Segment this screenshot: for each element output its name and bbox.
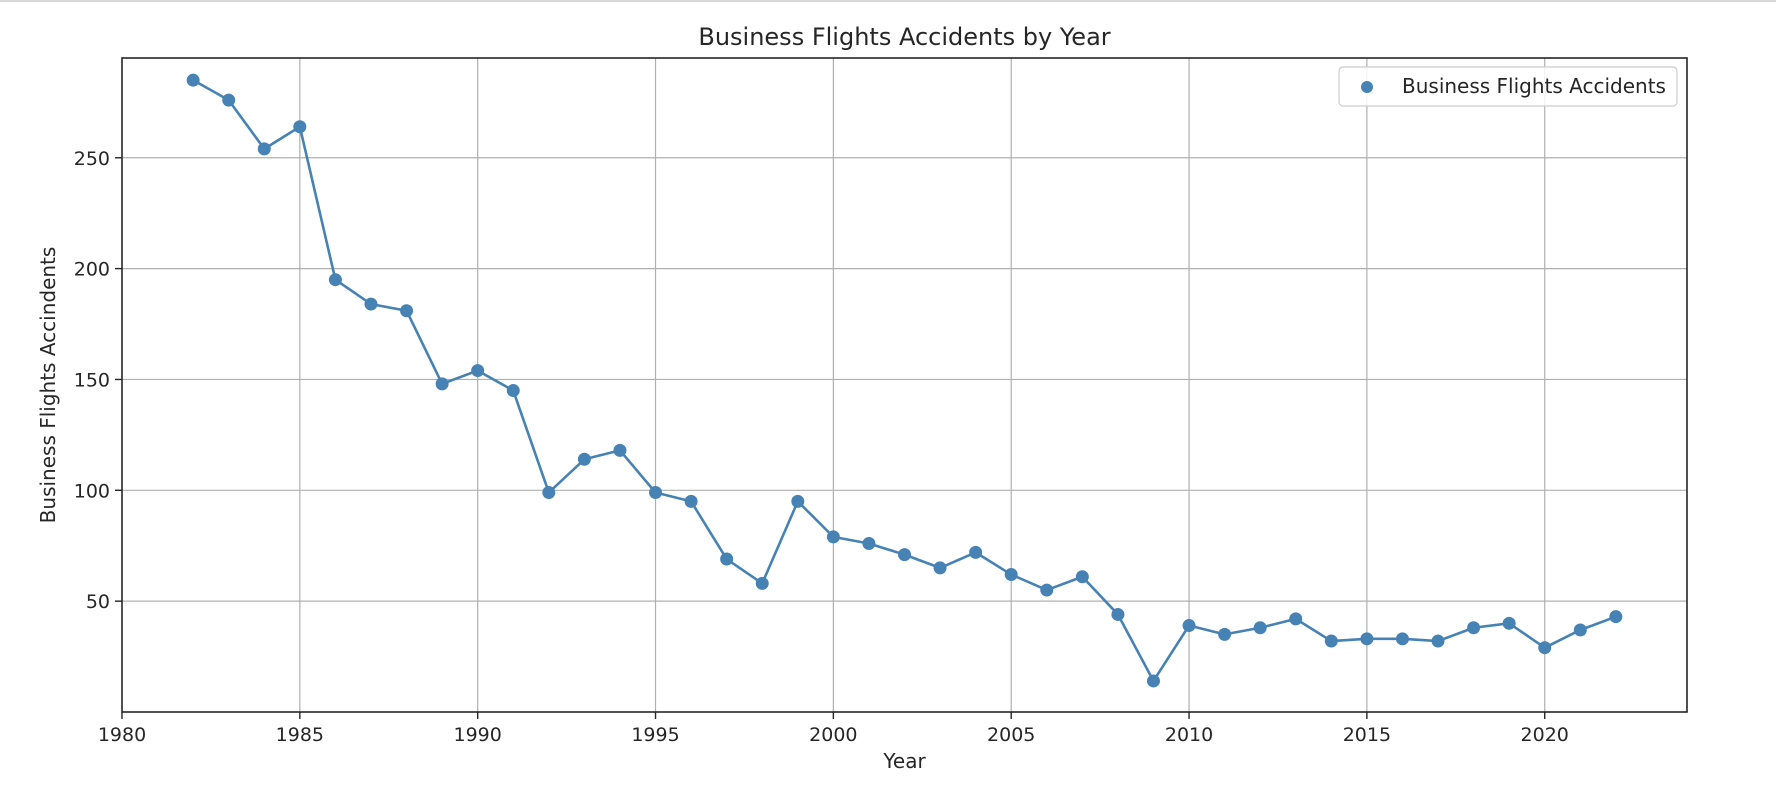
data-point <box>1609 610 1623 624</box>
legend-box <box>1338 66 1678 107</box>
legend: Business Flights Accidents <box>1338 66 1678 107</box>
data-point <box>862 537 876 551</box>
data-point <box>257 142 271 156</box>
data-point <box>969 545 983 559</box>
data-point <box>1431 634 1445 648</box>
y-tick-label: 150 <box>74 369 110 391</box>
data-point <box>1395 632 1409 646</box>
data-point <box>684 494 698 508</box>
legend-marker <box>1361 81 1373 93</box>
data-point <box>328 273 342 287</box>
data-point <box>1324 634 1338 648</box>
data-point <box>186 73 200 87</box>
series-line <box>192 79 1617 683</box>
data-point <box>364 297 378 311</box>
grid-lines <box>122 58 1687 712</box>
x-tick-label: 2010 <box>1165 724 1213 746</box>
data-point <box>1218 627 1232 641</box>
data-point <box>898 548 911 562</box>
x-tick-label: 2000 <box>809 724 857 746</box>
legend-label: Business Flights Accidents <box>1402 74 1666 98</box>
data-point <box>720 552 734 566</box>
data-point <box>1111 607 1125 621</box>
data-point <box>1253 621 1267 635</box>
data-point <box>649 486 663 500</box>
data-point <box>1573 623 1587 637</box>
y-tick-label: 100 <box>74 480 110 502</box>
plot-frame <box>121 57 1688 713</box>
x-axis-label: Year <box>882 749 926 773</box>
data-point <box>791 494 805 508</box>
data-point <box>222 93 236 107</box>
data-point <box>1075 570 1089 584</box>
y-tick-label: 250 <box>74 148 110 170</box>
data-point <box>1004 568 1018 582</box>
chart-title: Business Flights Accidents by Year <box>698 23 1110 51</box>
x-tick-label: 2005 <box>987 724 1035 746</box>
x-tick-label: 2020 <box>1521 724 1569 746</box>
data-point <box>1538 641 1552 655</box>
top-border <box>0 0 1776 2</box>
y-tick-label: 50 <box>86 591 110 613</box>
data-point <box>577 452 591 466</box>
y-axis-label: Business Flights Accindents <box>36 247 60 524</box>
data-point <box>1289 612 1303 626</box>
data-point <box>542 486 556 500</box>
data-point <box>506 384 520 398</box>
data-point <box>933 561 947 575</box>
y-axis-ticks: 50 100 150 200 250 <box>74 148 122 613</box>
data-point <box>755 576 769 590</box>
x-tick-label: 1990 <box>454 724 502 746</box>
data-point <box>1467 621 1481 635</box>
x-axis-ticks: 1980 1985 1990 1995 2000 2005 2010 2015 2020 <box>98 712 1569 746</box>
y-tick-label: 200 <box>74 259 110 281</box>
data-point <box>826 530 840 544</box>
data-point <box>613 443 627 457</box>
data-point <box>293 120 307 134</box>
data-point <box>435 377 449 391</box>
data-point <box>471 364 485 378</box>
x-tick-label: 1995 <box>631 724 679 746</box>
data-point <box>1146 674 1160 688</box>
data-point <box>400 304 414 318</box>
data-point <box>1040 583 1054 597</box>
x-tick-label: 1980 <box>98 724 146 746</box>
data-point <box>1502 616 1516 630</box>
x-tick-label: 2015 <box>1343 724 1391 746</box>
data-point <box>1182 619 1196 633</box>
data-point <box>1360 632 1374 646</box>
x-tick-label: 1985 <box>276 724 324 746</box>
data-series <box>186 73 1623 688</box>
